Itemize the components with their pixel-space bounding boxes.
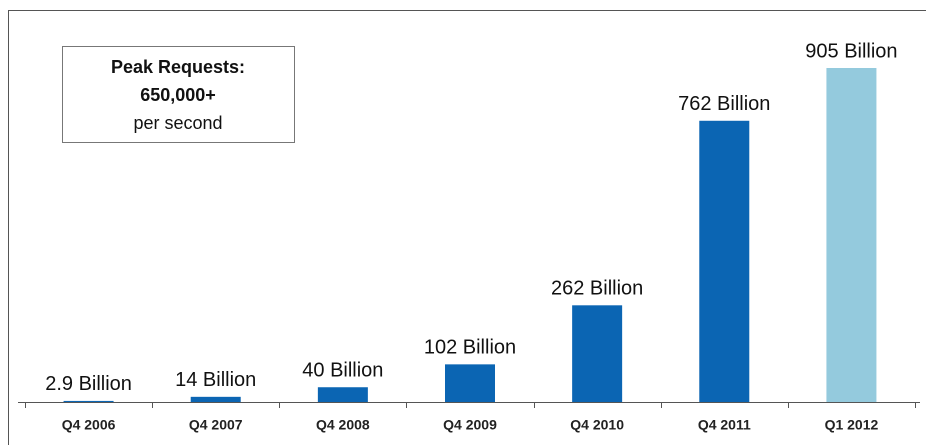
bar (572, 305, 623, 402)
bar (826, 68, 877, 402)
value-label: 262 Billion (551, 278, 643, 300)
value-label: 905 Billion (805, 40, 897, 62)
x-tick-label: Q1 2012 (825, 417, 879, 433)
chart-frame (8, 10, 926, 445)
bar (699, 120, 750, 402)
annotation-box (62, 46, 295, 143)
bar (445, 364, 495, 402)
annotation-value: 650,000+ (140, 85, 216, 105)
x-tick-label: Q4 2010 (570, 417, 624, 433)
bar (190, 396, 241, 402)
value-label: 2.9 Billion (45, 373, 132, 395)
value-label: 40 Billion (302, 360, 383, 382)
x-tick-label: Q4 2007 (189, 417, 243, 433)
x-tick-label: Q4 2011 (698, 417, 751, 433)
bar (63, 400, 114, 402)
bar (317, 387, 368, 402)
annotation-unit: per second (133, 113, 222, 133)
annotation-title: Peak Requests: (111, 57, 245, 77)
value-label: 762 Billion (678, 93, 770, 115)
x-tick-label: Q4 2008 (316, 417, 370, 433)
x-tick-label: Q4 2006 (62, 417, 116, 433)
value-label: 14 Billion (175, 369, 256, 391)
value-label: 102 Billion (424, 337, 516, 359)
x-tick-label: Q4 2009 (443, 417, 497, 433)
